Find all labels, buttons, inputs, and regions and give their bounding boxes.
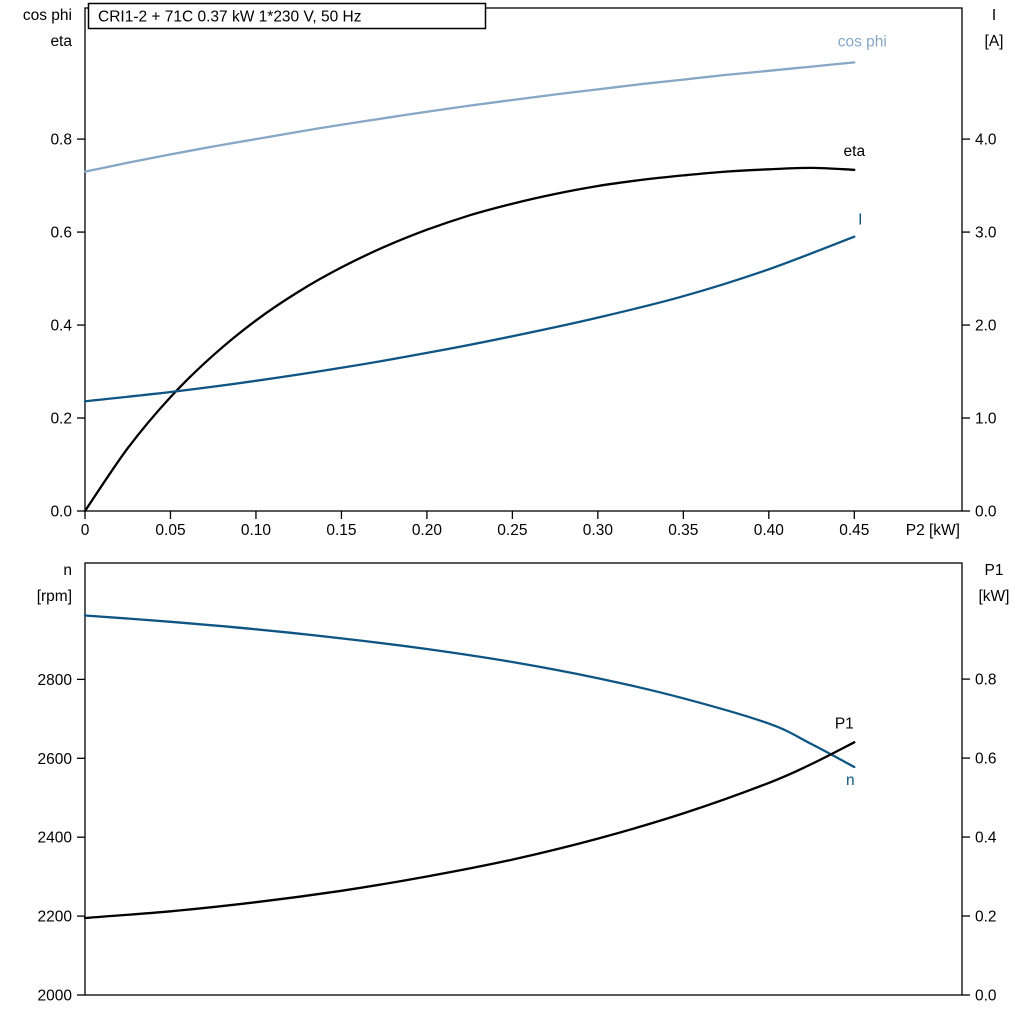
eta-curve-label: eta (844, 143, 866, 160)
left-tick-label: 0.8 (50, 132, 72, 149)
right-tick-label: 0.6 (975, 751, 997, 768)
left-tick-label: 0.6 (50, 225, 72, 242)
right-tick-label: 0.2 (975, 909, 997, 926)
right-tick-label: 1.0 (975, 411, 997, 428)
right-tick-label: 0.0 (975, 504, 997, 521)
speed-curve (83, 614, 856, 769)
right-tick-label: 4.0 (975, 132, 997, 149)
right-tick-label: 0.4 (975, 830, 997, 847)
top-chart: 0.0 0.2 0.4 0.6 0.8 0.0 1.0 2.0 3.0 4.0 0 0.05 0.10 0… (23, 7, 1004, 539)
left-tick-label: 0.4 (50, 318, 72, 335)
left-tick-label: 0.0 (50, 504, 72, 521)
title-box-frame (87, 2, 487, 30)
right-tick-label: 3.0 (975, 225, 997, 242)
plot-border (84, 7, 963, 512)
left-axis-title: eta (50, 33, 72, 50)
left-tick-label: 2400 (38, 830, 73, 847)
pump-title: CRI1-2 + 71C 0.37 kW 1*230 V, 50 Hz (98, 9, 362, 26)
left-axis-title: [rpm] (37, 588, 72, 605)
x-tick-label: 0.05 (155, 522, 185, 539)
eta-curve (83, 166, 856, 513)
cos-phi-curve (83, 61, 856, 173)
right-axis-title: [kW] (979, 588, 1010, 605)
speed-curve-label: n (846, 772, 855, 789)
left-axis-title: n (63, 562, 72, 579)
right-tick-label: 0.8 (975, 672, 997, 689)
left-axis-title: cos phi (23, 7, 72, 24)
x-tick-label: 0.25 (497, 522, 527, 539)
x-tick-label: 0.45 (839, 522, 869, 539)
cos-phi-curve-label: cos phi (838, 33, 887, 50)
right-tick-label: 0.0 (975, 988, 997, 1005)
current-curve (83, 235, 856, 403)
right-axis-title: [A] (985, 33, 1004, 50)
left-tick-label: 2800 (38, 672, 73, 689)
left-tick-label: 2000 (38, 988, 73, 1005)
x-axis-title: P2 [kW] (906, 522, 960, 539)
current-curve-label: I (858, 212, 862, 229)
bottom-chart: 2000 2200 2400 2600 2800 0.0 0.2 0.4 0.6 0.8 n [rpm… (37, 562, 1010, 1005)
p1-curve-label: P1 (835, 715, 854, 732)
p1-curve (83, 741, 856, 920)
plot-border (84, 562, 963, 996)
x-tick-label: 0.20 (412, 522, 443, 539)
title-box: CRI1-2 + 71C 0.37 kW 1*230 V, 50 Hz (87, 2, 487, 30)
x-tick-label: 0.30 (583, 522, 614, 539)
x-tick-label: 0.35 (668, 522, 698, 539)
right-axis-title: I (992, 7, 996, 24)
left-tick-label: 2200 (38, 909, 73, 926)
right-tick-label: 2.0 (975, 318, 997, 335)
x-tick-label: 0 (81, 522, 90, 539)
x-tick-label: 0.10 (241, 522, 272, 539)
right-axis-title: P1 (985, 562, 1004, 579)
x-tick-label: 0.15 (326, 522, 356, 539)
left-tick-label: 0.2 (50, 411, 72, 428)
left-tick-label: 2600 (38, 751, 73, 768)
x-tick-label: 0.40 (754, 522, 785, 539)
